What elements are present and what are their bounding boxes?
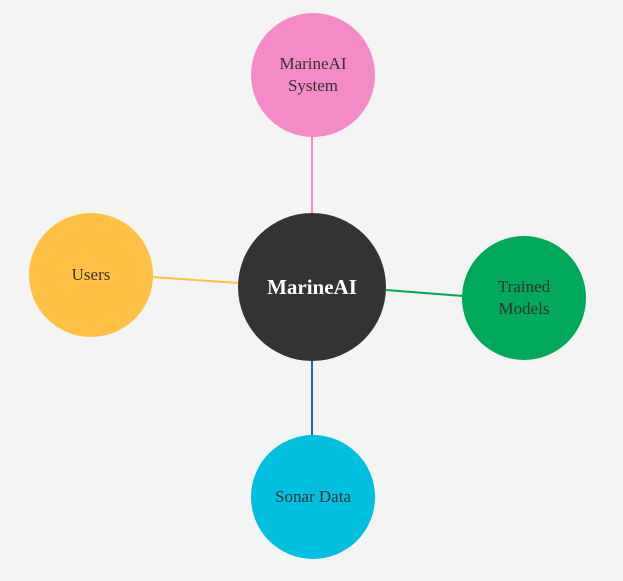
node-marineai-system: MarineAI System bbox=[251, 13, 375, 137]
node-label-users: Users bbox=[71, 265, 111, 284]
node-label-marineai-system: MarineAI System bbox=[279, 54, 347, 95]
connector-right bbox=[385, 289, 464, 297]
node-sonar-data: Sonar Data bbox=[251, 435, 375, 559]
node-users: Users bbox=[29, 213, 153, 337]
node-marineai-center: MarineAI bbox=[238, 213, 386, 361]
connector-left bbox=[151, 276, 239, 284]
node-label-trained-models: Trained Models bbox=[497, 277, 551, 318]
node-trained-models: Trained Models bbox=[462, 236, 586, 360]
node-label-marineai-center: MarineAI bbox=[267, 275, 357, 299]
node-label-sonar-data: Sonar Data bbox=[274, 487, 351, 506]
